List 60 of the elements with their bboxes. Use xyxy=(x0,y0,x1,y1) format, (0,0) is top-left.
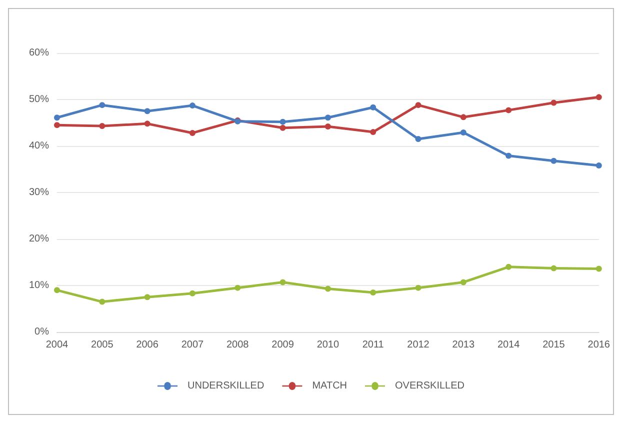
x-tick-label: 2014 xyxy=(497,340,520,350)
point xyxy=(54,114,60,121)
point xyxy=(189,290,196,296)
point xyxy=(54,122,60,128)
point xyxy=(506,107,512,114)
point xyxy=(144,120,150,127)
point xyxy=(189,130,196,136)
y-tick-label: 40% xyxy=(28,140,50,152)
point xyxy=(550,100,557,106)
point xyxy=(99,123,106,130)
x-tick-label: 2010 xyxy=(316,340,340,350)
x-tick-label: 2012 xyxy=(407,340,430,350)
point xyxy=(596,162,602,169)
legend-label: UNDERSKILLED xyxy=(188,380,264,392)
point xyxy=(415,136,422,142)
legend-label: OVERSKILLED xyxy=(395,380,464,392)
point xyxy=(99,102,106,108)
x-tick-label: 2016 xyxy=(588,340,610,350)
point xyxy=(280,124,286,131)
x-tick-label: 2004 xyxy=(46,340,69,350)
point xyxy=(550,265,557,272)
x-tick-label: 2011 xyxy=(362,340,384,350)
x-tick-label: 2008 xyxy=(226,340,250,350)
point xyxy=(596,94,602,100)
y-tick-label: 60% xyxy=(28,48,50,58)
point xyxy=(280,118,286,125)
point xyxy=(324,114,331,121)
point xyxy=(460,114,466,120)
x-tick-label: 2007 xyxy=(181,340,204,350)
y-tick-label: 30% xyxy=(28,187,50,198)
point xyxy=(324,123,331,130)
y-tick-label: 0% xyxy=(34,326,50,338)
point xyxy=(99,298,106,305)
point xyxy=(596,266,602,272)
y-tick-label: 10% xyxy=(28,280,50,291)
point xyxy=(370,104,376,110)
point xyxy=(415,284,422,291)
y-tick-label: 50% xyxy=(28,94,50,105)
point xyxy=(550,158,557,164)
x-tick-label: 2013 xyxy=(452,340,475,350)
point xyxy=(370,129,376,136)
point xyxy=(280,279,286,286)
legend-label: MATCH xyxy=(312,380,348,392)
point xyxy=(370,289,376,296)
x-tick-label: 2006 xyxy=(136,340,159,350)
x-tick-label: 2005 xyxy=(91,340,114,350)
x-tick-label: 2009 xyxy=(272,340,294,350)
x-tick-label: 2015 xyxy=(542,340,566,350)
point xyxy=(54,287,60,294)
point xyxy=(460,130,466,136)
point xyxy=(189,102,196,109)
point xyxy=(415,102,422,108)
point xyxy=(506,152,512,159)
y-tick-label: 20% xyxy=(28,234,50,244)
point xyxy=(506,264,512,270)
point xyxy=(144,294,150,300)
point xyxy=(144,108,150,114)
point xyxy=(460,279,466,286)
point xyxy=(234,284,241,291)
point xyxy=(324,286,331,292)
